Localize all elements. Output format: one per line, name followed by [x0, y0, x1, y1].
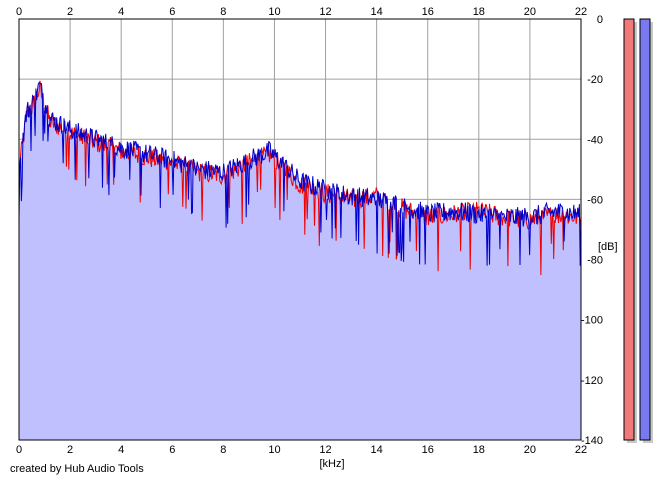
x-tick-bottom-0: 0 [16, 444, 22, 456]
x-tick-bottom-1: 2 [67, 444, 73, 456]
y-tick-3: -60 [587, 194, 603, 206]
x-tick-bottom-8: 16 [422, 444, 434, 456]
x-tick-top-10: 20 [524, 6, 536, 18]
x-tick-labels-bottom: 0 2 4 6 8 10 12 14 16 18 20 22 [16, 444, 587, 456]
y-tick-4: -80 [587, 255, 603, 267]
x-tick-top-0: 0 [16, 6, 22, 18]
x-tick-bottom-5: 10 [268, 444, 280, 456]
y-tick-6: -120 [581, 375, 603, 387]
x-tick-top-7: 14 [371, 6, 383, 18]
x-tick-labels-top: 0 2 4 6 8 10 12 14 16 18 20 22 [16, 6, 587, 18]
level-meters [623, 18, 653, 443]
y-tick-2: -40 [587, 134, 603, 146]
y-tick-7: -140 [581, 435, 603, 447]
level-meter-1 [639, 18, 651, 441]
x-tick-top-5: 10 [268, 6, 280, 18]
x-tick-top-11: 22 [575, 6, 587, 18]
x-tick-bottom-11: 22 [575, 444, 587, 456]
y-tick-5: -100 [581, 315, 603, 327]
x-tick-top-9: 18 [473, 6, 485, 18]
x-tick-bottom-7: 14 [371, 444, 383, 456]
x-tick-bottom-10: 20 [524, 444, 536, 456]
credit-text: created by Hub Audio Tools [10, 463, 144, 475]
x-axis-label: [kHz] [319, 458, 344, 470]
x-tick-top-2: 4 [118, 6, 124, 18]
x-tick-top-1: 2 [67, 6, 73, 18]
x-tick-bottom-3: 6 [169, 444, 175, 456]
x-tick-top-6: 12 [319, 6, 331, 18]
level-meter-0 [623, 18, 635, 441]
y-tick-labels: 0 -20 -40 -60 -80 -100 -120 -140 [581, 14, 603, 447]
series-line-0 [18, 80, 582, 276]
x-tick-bottom-2: 4 [118, 444, 124, 456]
x-tick-bottom-6: 12 [319, 444, 331, 456]
x-tick-bottom-9: 18 [473, 444, 485, 456]
x-tick-top-3: 6 [169, 6, 175, 18]
x-tick-bottom-4: 8 [220, 444, 226, 456]
x-tick-top-4: 8 [220, 6, 226, 18]
y-axis-label: [dB] [598, 241, 618, 253]
y-tick-1: -20 [587, 74, 603, 86]
series-lines [18, 80, 582, 276]
series-line-1 [18, 81, 582, 266]
plot-frame [18, 18, 582, 441]
x-tick-top-8: 16 [422, 6, 434, 18]
y-tick-0: 0 [597, 14, 603, 26]
